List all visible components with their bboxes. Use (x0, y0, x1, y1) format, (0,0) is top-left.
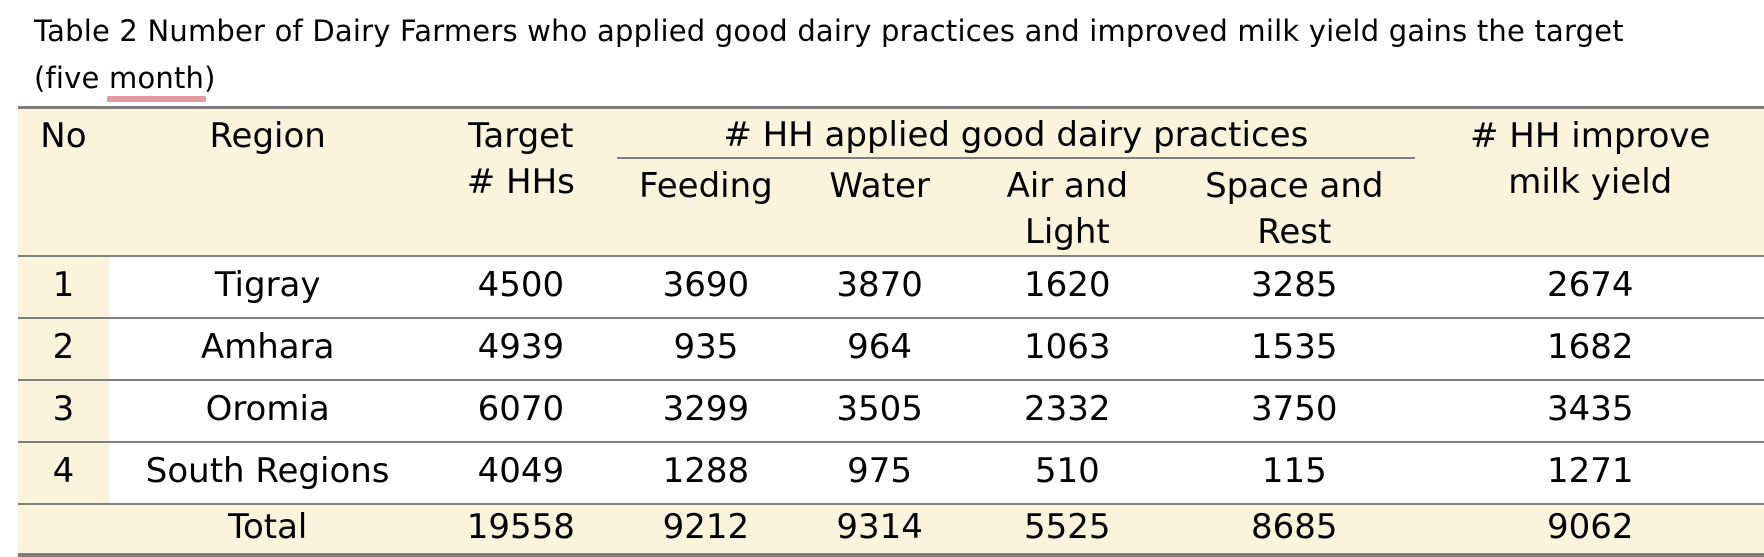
cell-region: Oromia (109, 380, 427, 442)
cell-space: 3750 (1172, 380, 1416, 442)
cell-feeding: 935 (615, 318, 797, 380)
header-improve: # HH improve milk yield (1417, 108, 1764, 257)
cell-air: 510 (963, 442, 1173, 504)
total-air: 5525 (963, 504, 1173, 555)
header-air-line2: Light (963, 209, 1173, 255)
cell-space: 1535 (1172, 318, 1416, 380)
cell-improve: 1682 (1417, 318, 1764, 380)
total-feeding: 9212 (615, 504, 797, 555)
header-air: Air and Light (963, 159, 1173, 256)
header-group-practices: # HH applied good dairy practices (615, 108, 1416, 160)
table-caption: Table 2 Number of Dairy Farmers who appl… (34, 8, 1764, 102)
cell-feeding: 1288 (615, 442, 797, 504)
cell-feeding: 3690 (615, 256, 797, 318)
cell-no: 4 (18, 442, 109, 504)
header-improve-line2: milk yield (1417, 159, 1764, 205)
header-feeding: Feeding (615, 159, 797, 256)
header-group-label: # HH applied good dairy practices (617, 113, 1414, 159)
header-target: Target # HHs (427, 108, 616, 257)
cell-water: 3505 (797, 380, 963, 442)
cell-target: 4939 (427, 318, 616, 380)
cell-air: 1620 (963, 256, 1173, 318)
spellcheck-underlined-word: month (109, 61, 204, 95)
table-header: No Region Target # HHs # HH applied good… (18, 108, 1764, 257)
header-improve-line1: # HH improve (1417, 113, 1764, 159)
header-no: No (18, 108, 109, 257)
total-target: 19558 (427, 504, 616, 555)
cell-no: 3 (18, 380, 109, 442)
total-water: 9314 (797, 504, 963, 555)
total-label: Total (109, 504, 427, 555)
cell-target: 4049 (427, 442, 616, 504)
header-region: Region (109, 108, 427, 257)
header-space-line2: Rest (1172, 209, 1416, 255)
table-row-amhara: 2 Amhara 4939 935 964 1063 1535 1682 (18, 318, 1764, 380)
header-water: Water (797, 159, 963, 256)
cell-region: Tigray (109, 256, 427, 318)
cell-air: 1063 (963, 318, 1173, 380)
cell-no-empty (18, 504, 109, 555)
cell-feeding: 3299 (615, 380, 797, 442)
table-row-total: Total 19558 9212 9314 5525 8685 9062 (18, 504, 1764, 555)
header-target-line1: Target (427, 113, 616, 159)
total-space: 8685 (1172, 504, 1416, 555)
cell-space: 115 (1172, 442, 1416, 504)
table-row-tigray: 1 Tigray 4500 3690 3870 1620 3285 2674 (18, 256, 1764, 318)
cell-water: 3870 (797, 256, 963, 318)
cell-improve: 3435 (1417, 380, 1764, 442)
table-caption-line1: Table 2 Number of Dairy Farmers who appl… (34, 8, 1764, 55)
cell-target: 4500 (427, 256, 616, 318)
cell-no: 2 (18, 318, 109, 380)
header-air-line1: Air and (963, 163, 1173, 209)
header-space: Space and Rest (1172, 159, 1416, 256)
cell-no: 1 (18, 256, 109, 318)
cell-improve: 1271 (1417, 442, 1764, 504)
header-space-line1: Space and (1172, 163, 1416, 209)
caption-line2-prefix: (five (34, 61, 109, 95)
header-target-line2: # HHs (427, 159, 616, 205)
cell-target: 6070 (427, 380, 616, 442)
total-improve: 9062 (1417, 504, 1764, 555)
table-row-south-regions: 4 South Regions 4049 1288 975 510 115 12… (18, 442, 1764, 504)
caption-line2-suffix: ) (204, 61, 216, 95)
cell-region: Amhara (109, 318, 427, 380)
table-caption-line2: (five month) (34, 55, 1764, 102)
table-row-oromia: 3 Oromia 6070 3299 3505 2332 3750 3435 (18, 380, 1764, 442)
dairy-practices-table: No Region Target # HHs # HH applied good… (18, 106, 1764, 557)
cell-space: 3285 (1172, 256, 1416, 318)
cell-region: South Regions (109, 442, 427, 504)
cell-water: 964 (797, 318, 963, 380)
cell-water: 975 (797, 442, 963, 504)
cell-improve: 2674 (1417, 256, 1764, 318)
cell-air: 2332 (963, 380, 1173, 442)
